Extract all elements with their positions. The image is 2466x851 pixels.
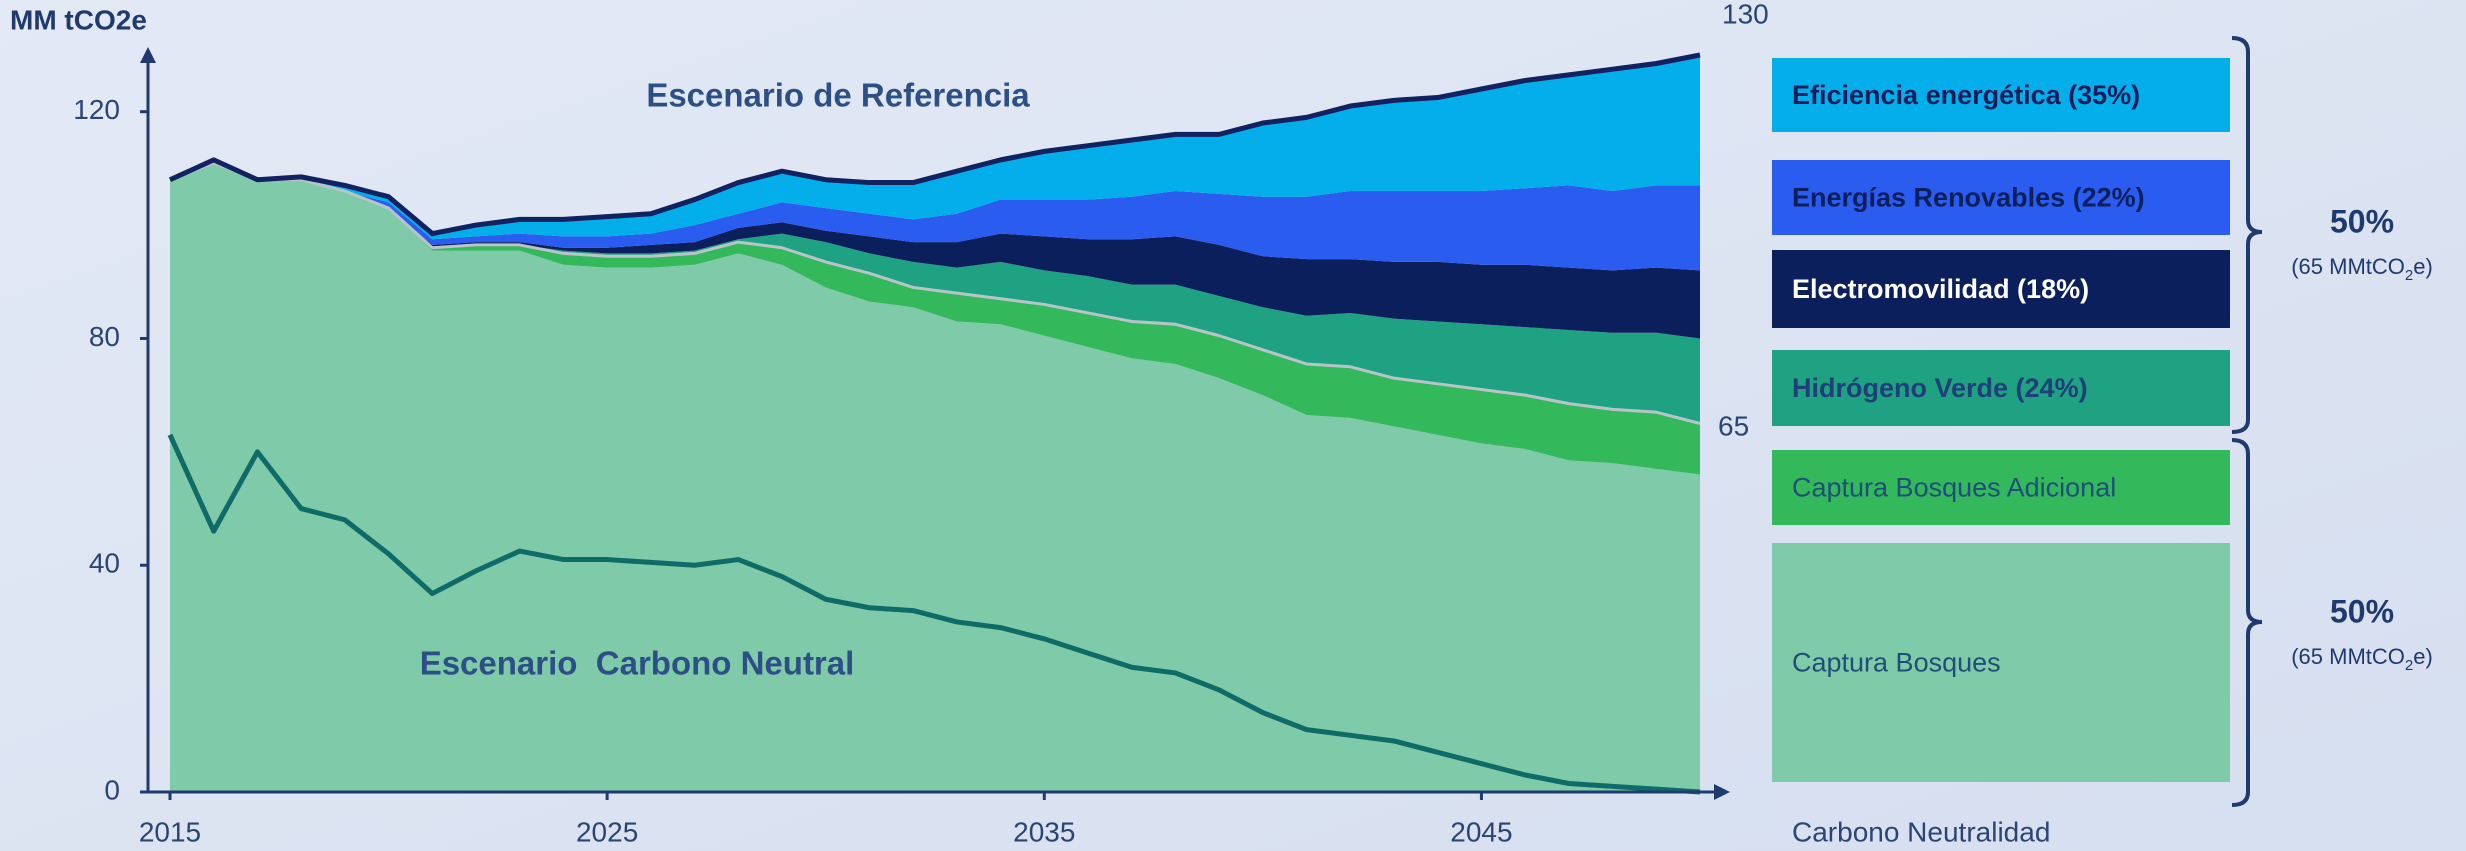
footer-label: Carbono Neutralidad: [1792, 816, 2050, 847]
neutral-line: [167, 433, 1701, 795]
y-tick-label: 40: [89, 548, 120, 579]
note-part: e): [2413, 254, 2433, 279]
legend-label: Eficiencia energética (35%): [1792, 80, 2140, 110]
area: [170, 162, 1700, 424]
area: [170, 162, 1700, 339]
bracket-note: (65 MMtCO2e): [2291, 644, 2433, 674]
x-tick-label: 2025: [576, 816, 638, 847]
legend-box: [1772, 160, 2230, 235]
area: [170, 162, 1700, 475]
end-label: 130: [1722, 0, 1769, 29]
y-tick-label: 120: [73, 94, 120, 125]
axis-arrow: [140, 47, 156, 63]
axis-arrow: [1714, 784, 1730, 800]
annotation: Escenario de Referencia: [646, 77, 1030, 114]
outline: [169, 161, 1701, 425]
area: [170, 162, 1700, 271]
area: [170, 55, 1700, 240]
x-tick-label: 2045: [1450, 816, 1512, 847]
y-tick-label: 80: [89, 321, 120, 352]
area: [170, 162, 1700, 792]
annotation: Escenario Carbono Neutral: [420, 645, 855, 682]
legend-label: Hidrógeno Verde (24%): [1792, 373, 2088, 403]
legend-label: Captura Bosques Adicional: [1792, 473, 2116, 503]
bracket: [2231, 36, 2263, 434]
note-part: (65 MMtCO: [2291, 254, 2405, 279]
end-label: 65: [1718, 410, 1749, 441]
note-part: 2: [2405, 657, 2413, 674]
legend-box: [1772, 543, 2230, 782]
note-part: 2: [2405, 267, 2413, 284]
legend-label: Electromovilidad (18%): [1792, 274, 2089, 304]
y-axis-label: MM tCO2e: [10, 4, 147, 35]
note-part: (65 MMtCO: [2291, 644, 2405, 669]
x-tick-label: 2035: [1013, 816, 1075, 847]
legend-box: [1772, 350, 2230, 426]
y-tick-label: 0: [104, 774, 120, 805]
legend-box: [1772, 58, 2230, 132]
bracket-note: (65 MMtCO2e): [2291, 254, 2433, 284]
legend-label: Captura Bosques: [1792, 648, 2001, 678]
legend-box: [1772, 250, 2230, 328]
bracket-share: 50%: [2330, 203, 2394, 239]
bracket-share: 50%: [2330, 593, 2394, 629]
reference-line: [168, 52, 1701, 237]
note-part: e): [2413, 644, 2433, 669]
legend-label: Energías Renovables (22%): [1792, 183, 2145, 213]
legend-box: [1772, 450, 2230, 525]
bracket: [2231, 438, 2263, 807]
x-tick-label: 2015: [139, 816, 201, 847]
plot: [167, 52, 1701, 795]
